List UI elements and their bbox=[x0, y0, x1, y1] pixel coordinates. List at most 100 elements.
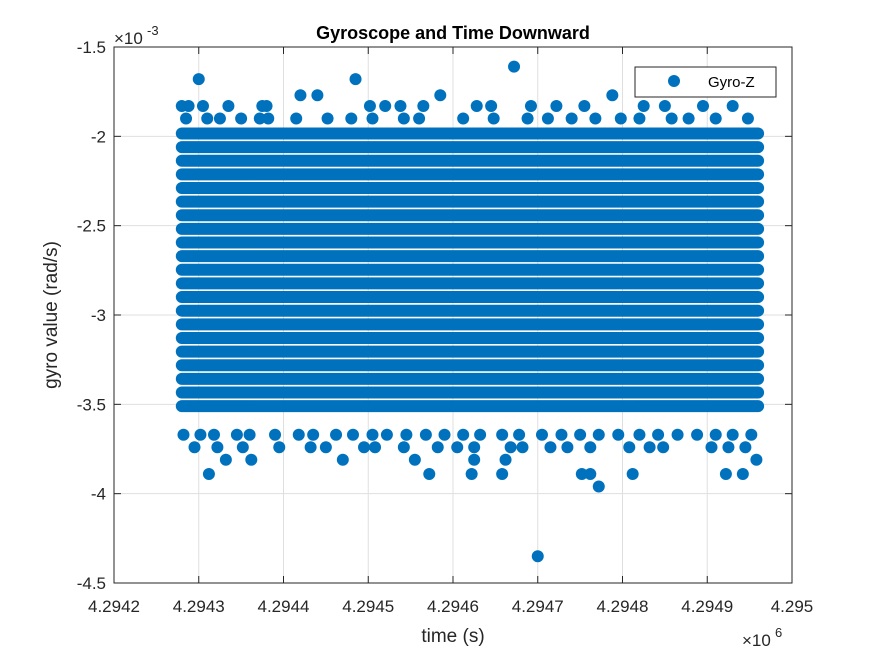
data-point bbox=[592, 480, 605, 493]
data-point bbox=[294, 89, 307, 102]
data-point bbox=[260, 99, 273, 112]
data-point bbox=[561, 441, 574, 454]
data-point bbox=[290, 112, 303, 125]
data-point bbox=[304, 441, 317, 454]
data-point bbox=[574, 428, 587, 441]
data-point bbox=[726, 428, 739, 441]
data-point bbox=[575, 468, 588, 481]
data-point bbox=[485, 99, 498, 112]
data-point bbox=[177, 428, 190, 441]
data-point bbox=[657, 441, 670, 454]
x-tick-label: 4.2943 bbox=[173, 597, 225, 616]
data-point bbox=[633, 112, 646, 125]
data-point bbox=[379, 99, 392, 112]
x-tick-label: 4.2945 bbox=[342, 597, 394, 616]
scatter-points bbox=[175, 60, 765, 563]
x-axis-label: time (s) bbox=[421, 626, 484, 647]
data-point bbox=[499, 453, 512, 466]
axis-ticks: 4.2942 4.2943 4.2944 4.2945 4.2946 4.2947 4.29… bbox=[77, 38, 814, 616]
x-tick-label: 4.2946 bbox=[427, 597, 479, 616]
x-tick-label: 4.295 bbox=[771, 597, 814, 616]
data-point bbox=[182, 99, 195, 112]
data-point bbox=[614, 112, 627, 125]
data-point bbox=[726, 99, 739, 112]
data-point bbox=[273, 441, 286, 454]
data-point bbox=[513, 428, 526, 441]
data-point bbox=[438, 428, 451, 441]
data-point bbox=[236, 441, 249, 454]
x-exponent-power: 6 bbox=[775, 625, 782, 640]
data-point bbox=[465, 468, 478, 481]
data-point bbox=[319, 441, 332, 454]
legend-label: Gyro-Z bbox=[708, 74, 755, 91]
data-point bbox=[451, 441, 464, 454]
data-point bbox=[394, 99, 407, 112]
data-point bbox=[180, 112, 193, 125]
data-point bbox=[363, 99, 376, 112]
data-point bbox=[750, 453, 763, 466]
data-point bbox=[739, 441, 752, 454]
data-point bbox=[584, 468, 597, 481]
data-point bbox=[626, 468, 639, 481]
data-point bbox=[292, 428, 305, 441]
data-point bbox=[633, 428, 646, 441]
data-point bbox=[592, 428, 605, 441]
data-point bbox=[705, 441, 718, 454]
data-point bbox=[321, 112, 334, 125]
data-point bbox=[565, 112, 578, 125]
chart-title: Gyroscope and Time Downward bbox=[316, 23, 590, 43]
data-point bbox=[521, 112, 534, 125]
y-tick-label: -4 bbox=[91, 485, 106, 504]
data-point bbox=[307, 428, 320, 441]
data-point bbox=[487, 112, 500, 125]
data-point bbox=[652, 428, 665, 441]
data-point bbox=[516, 441, 529, 454]
data-point bbox=[419, 428, 432, 441]
x-tick-label: 4.2944 bbox=[258, 597, 310, 616]
data-point bbox=[336, 453, 349, 466]
data-point bbox=[457, 428, 470, 441]
data-point bbox=[496, 468, 509, 481]
data-point bbox=[550, 99, 563, 112]
y-exponent: ×10 -3 bbox=[114, 23, 159, 48]
data-point bbox=[408, 453, 421, 466]
data-point bbox=[457, 112, 470, 125]
data-point bbox=[413, 112, 426, 125]
data-point bbox=[531, 550, 544, 563]
data-point bbox=[658, 99, 671, 112]
data-point bbox=[612, 428, 625, 441]
x-exponent-base: ×10 bbox=[742, 631, 771, 650]
data-point bbox=[417, 99, 430, 112]
y-exponent-power: -3 bbox=[147, 23, 159, 38]
data-point bbox=[269, 428, 282, 441]
data-point bbox=[330, 428, 343, 441]
data-point bbox=[468, 453, 481, 466]
data-point bbox=[400, 428, 413, 441]
data-point bbox=[584, 441, 597, 454]
x-tick-label: 4.2948 bbox=[597, 597, 649, 616]
data-point bbox=[745, 428, 758, 441]
data-point bbox=[524, 99, 537, 112]
data-point bbox=[366, 112, 379, 125]
y-exponent-base: ×10 bbox=[114, 29, 143, 48]
data-point bbox=[719, 468, 732, 481]
data-point bbox=[496, 428, 509, 441]
data-point bbox=[230, 428, 243, 441]
data-point bbox=[535, 428, 548, 441]
data-point bbox=[431, 441, 444, 454]
data-point bbox=[637, 99, 650, 112]
x-tick-label: 4.2949 bbox=[681, 597, 733, 616]
data-point bbox=[196, 99, 209, 112]
data-point bbox=[202, 468, 215, 481]
data-point bbox=[358, 441, 371, 454]
data-point bbox=[345, 112, 358, 125]
data-point bbox=[578, 99, 591, 112]
x-tick-label: 4.2947 bbox=[512, 597, 564, 616]
data-point bbox=[555, 428, 568, 441]
data-point bbox=[201, 112, 214, 125]
data-point bbox=[245, 453, 258, 466]
legend: Gyro-Z bbox=[634, 66, 777, 98]
data-point bbox=[213, 112, 226, 125]
data-point bbox=[434, 89, 447, 102]
